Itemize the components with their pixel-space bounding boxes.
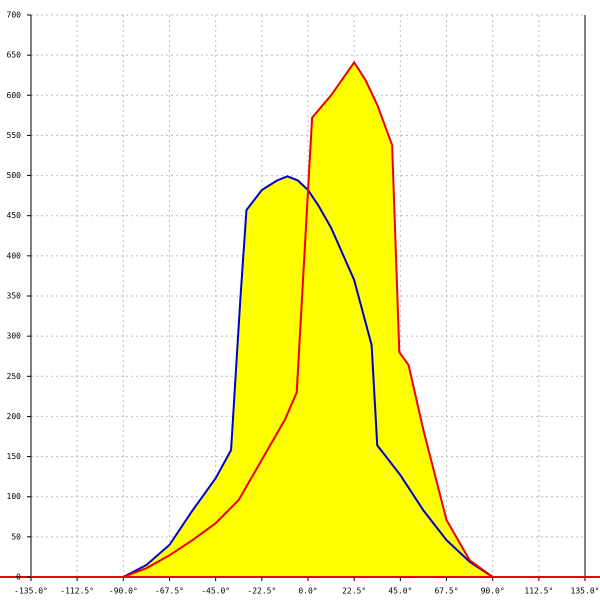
fills [123,62,493,578]
x-tick-label: -135.0° [14,587,48,596]
x-tick-label: -67.5° [155,587,184,596]
y-tick-label: 500 [7,171,22,180]
y-tick-label: 650 [7,51,22,60]
x-tick-label: 67.5° [434,587,458,596]
y-tick-label: 100 [7,492,22,501]
y-tick-label: 150 [7,452,22,461]
x-tick-label: 22.5° [342,587,366,596]
x-tick-label: -22.5° [247,587,276,596]
line [122,60,494,578]
y-tick-label: 300 [7,332,22,341]
y-tick-label: 700 [7,11,22,20]
y-tick-label: 550 [7,131,22,140]
x-tick-label: 45.0° [388,587,412,596]
y-tick-label: 250 [7,372,22,381]
lines [122,60,494,578]
x-tick-label: 135.0° [571,587,600,596]
y-tick-label: 400 [7,251,22,260]
x-tick-label: -112.5° [60,587,94,596]
x-tick-label: -90.0° [109,587,138,596]
y-tick-label: 350 [7,292,22,301]
y-tick-label: 600 [7,91,22,100]
y-tick-label: 50 [11,532,21,541]
line [122,175,494,578]
x-tick-label: 90.0° [481,587,505,596]
y-tick-label: 0 [16,573,21,582]
x-tick-label: 112.5° [524,587,553,596]
y-tick-label: 450 [7,211,22,220]
y-tick-label: 200 [7,412,22,421]
x-tick-label: 0.0° [298,587,317,596]
area [123,62,493,577]
x-tick-label: -45.0° [201,587,230,596]
